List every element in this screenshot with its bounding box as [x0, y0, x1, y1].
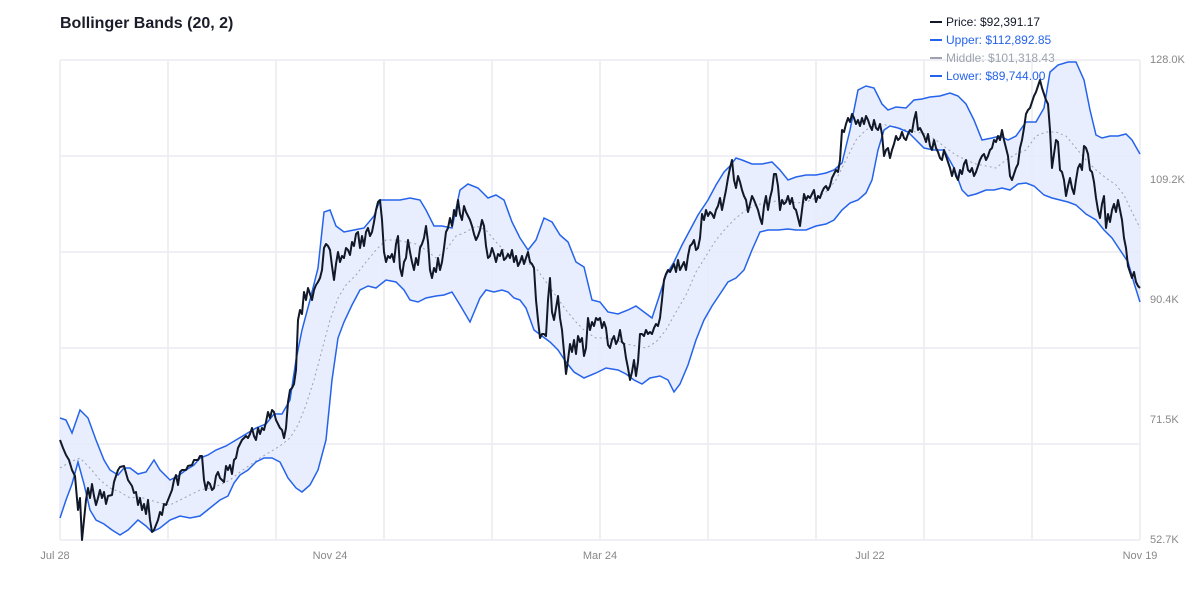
gridlines — [59, 59, 1141, 541]
upper-swatch-icon — [930, 39, 942, 41]
legend-item-price[interactable]: Price: $92,391.17 — [930, 13, 1055, 31]
x-tick-label: Nov 24 — [312, 550, 348, 562]
legend-item-lower[interactable]: Lower: $89,744.00 — [930, 67, 1055, 85]
x-tick-label: Nov 19 — [1122, 550, 1158, 562]
chart-title: Bollinger Bands (20, 2) — [60, 15, 234, 32]
x-tick-label: Mar 24 — [582, 550, 618, 562]
middle-swatch-icon — [930, 57, 942, 59]
legend: Price: $92,391.17 Upper: $112,892.85 Mid… — [930, 13, 1055, 85]
price-line — [59, 79, 1141, 541]
price-swatch-icon — [930, 21, 942, 23]
y-tick-label: 128.0K — [1150, 54, 1185, 66]
legend-item-upper[interactable]: Upper: $112,892.85 — [930, 31, 1055, 49]
y-tick-label: 109.2K — [1150, 174, 1185, 186]
legend-item-middle[interactable]: Middle: $101,318.43 — [930, 49, 1055, 67]
legend-label-price: Price: $92,391.17 — [946, 15, 1041, 29]
x-tick-label: Jul 28 — [40, 550, 70, 562]
y-tick-label: 52.7K — [1150, 534, 1179, 546]
legend-label-middle: Middle: $101,318.43 — [946, 51, 1055, 65]
legend-label-lower: Lower: $89,744.00 — [946, 69, 1046, 83]
upper-band-line — [59, 61, 1141, 481]
legend-label-upper: Upper: $112,892.85 — [946, 33, 1052, 47]
y-tick-label: 71.5K — [1150, 414, 1179, 426]
y-tick-label: 90.4K — [1150, 294, 1179, 306]
middle-band-line — [59, 123, 1141, 506]
x-tick-label: Jul 22 — [855, 550, 885, 562]
lower-band-line — [59, 125, 1141, 536]
band-fill-area — [60, 62, 1140, 535]
lower-swatch-icon — [930, 75, 942, 77]
